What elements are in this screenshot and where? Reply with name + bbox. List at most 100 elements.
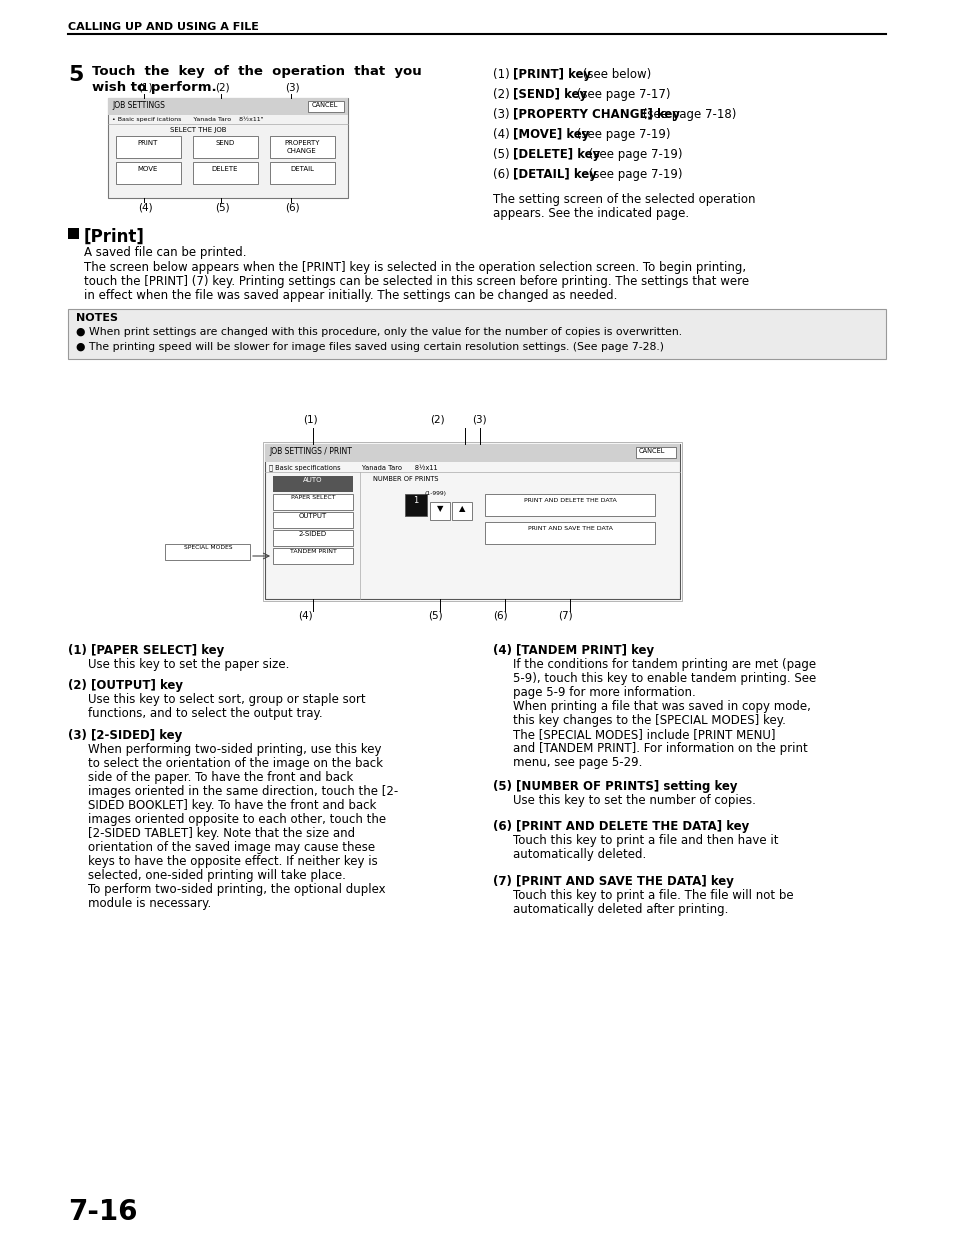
Text: 5: 5	[68, 65, 83, 85]
Bar	[273, 475, 353, 492]
Text: (4): (4)	[493, 128, 513, 141]
Bar	[484, 494, 655, 516]
Bar	[405, 494, 427, 516]
Text: module is necessary.: module is necessary.	[88, 897, 211, 910]
Text: (see page 7-19): (see page 7-19)	[584, 168, 681, 182]
Text: The [SPECIAL MODES] include [PRINT MENU]: The [SPECIAL MODES] include [PRINT MENU]	[513, 727, 775, 741]
Text: The screen below appears when the [PRINT] key is selected in the operation selec: The screen below appears when the [PRINT…	[84, 261, 745, 274]
Text: To perform two-sided printing, the optional duplex: To perform two-sided printing, the optio…	[88, 883, 385, 897]
Text: The setting screen of the selected operation: The setting screen of the selected opera…	[493, 193, 755, 206]
Text: ● The printing speed will be slower for image files saved using certain resoluti: ● The printing speed will be slower for …	[76, 342, 663, 352]
Text: JOB SETTINGS: JOB SETTINGS	[112, 101, 165, 110]
Text: images oriented in the same direction, touch the [2-: images oriented in the same direction, t…	[88, 785, 397, 798]
Text: automatically deleted after printing.: automatically deleted after printing.	[513, 903, 727, 916]
Text: SEND: SEND	[215, 140, 234, 146]
Text: (1): (1)	[303, 414, 317, 424]
Text: (1-999): (1-999)	[424, 492, 447, 496]
Text: (5): (5)	[493, 781, 516, 793]
Text: SIDED BOOKLET] key. To have the front and back: SIDED BOOKLET] key. To have the front an…	[88, 799, 376, 811]
Text: this key changes to the [SPECIAL MODES] key.: this key changes to the [SPECIAL MODES] …	[513, 714, 785, 727]
Text: [PROPERTY CHANGE] key: [PROPERTY CHANGE] key	[513, 107, 679, 121]
Text: (see page 7-19): (see page 7-19)	[584, 148, 681, 161]
Bar	[193, 136, 257, 158]
Text: OUTPUT: OUTPUT	[298, 513, 327, 519]
Text: (5): (5)	[428, 611, 442, 621]
Text: DETAIL: DETAIL	[290, 165, 314, 172]
Text: Use this key to select sort, group or staple sort: Use this key to select sort, group or st…	[88, 693, 365, 706]
Bar	[68, 228, 79, 240]
Text: (2): (2)	[68, 679, 91, 692]
Text: [2-SIDED] key: [2-SIDED] key	[91, 729, 182, 742]
Bar	[265, 445, 679, 462]
Text: automatically deleted.: automatically deleted.	[513, 848, 645, 861]
Bar	[273, 548, 353, 564]
Text: MOVE: MOVE	[137, 165, 158, 172]
Text: (3): (3)	[472, 414, 486, 424]
Text: [MOVE] key: [MOVE] key	[513, 128, 589, 141]
Bar	[273, 494, 353, 510]
Text: SELECT THE JOB: SELECT THE JOB	[170, 127, 226, 133]
Text: [PRINT AND DELETE THE DATA] key: [PRINT AND DELETE THE DATA] key	[516, 820, 749, 832]
Text: 2-SIDED: 2-SIDED	[298, 531, 327, 537]
Text: [Print]: [Print]	[84, 228, 145, 246]
Text: ● When print settings are changed with this procedure, only the value for the nu: ● When print settings are changed with t…	[76, 327, 681, 337]
Text: PRINT AND DELETE THE DATA: PRINT AND DELETE THE DATA	[523, 498, 616, 503]
Text: Use this key to set the paper size.: Use this key to set the paper size.	[88, 658, 289, 671]
Text: [2-SIDED TABLET] key. Note that the size and: [2-SIDED TABLET] key. Note that the size…	[88, 827, 355, 840]
Text: Touch this key to print a file. The file will not be: Touch this key to print a file. The file…	[513, 889, 793, 902]
Text: (1): (1)	[493, 68, 513, 82]
Bar	[270, 162, 335, 184]
Text: JOB SETTINGS / PRINT: JOB SETTINGS / PRINT	[269, 447, 352, 456]
Text: (7): (7)	[493, 876, 516, 888]
Text: [PRINT] key: [PRINT] key	[513, 68, 591, 82]
Text: PRINT AND SAVE THE DATA: PRINT AND SAVE THE DATA	[527, 526, 612, 531]
Bar	[68, 309, 885, 359]
Text: menu, see page 5-29.: menu, see page 5-29.	[513, 756, 641, 769]
Text: in effect when the file was saved appear initially. The settings can be changed : in effect when the file was saved appear…	[84, 289, 617, 303]
Text: to select the orientation of the image on the back: to select the orientation of the image o…	[88, 757, 382, 769]
Text: page 5-9 for more information.: page 5-9 for more information.	[513, 685, 695, 699]
Text: CHANGE: CHANGE	[287, 148, 316, 154]
Text: NUMBER OF PRINTS: NUMBER OF PRINTS	[373, 475, 438, 482]
Text: (5): (5)	[214, 203, 230, 212]
Text: (4): (4)	[138, 203, 152, 212]
Text: Touch this key to print a file and then have it: Touch this key to print a file and then …	[513, 834, 778, 847]
Text: (7): (7)	[558, 611, 572, 621]
Text: (5): (5)	[493, 148, 513, 161]
Text: [DETAIL] key: [DETAIL] key	[513, 168, 597, 182]
Bar	[636, 447, 676, 458]
Text: functions, and to select the output tray.: functions, and to select the output tray…	[88, 706, 322, 720]
Text: touch the [PRINT] (7) key. Printing settings can be selected in this screen befo: touch the [PRINT] (7) key. Printing sett…	[84, 275, 748, 288]
Text: (6): (6)	[493, 611, 507, 621]
Text: CALLING UP AND USING A FILE: CALLING UP AND USING A FILE	[68, 22, 258, 32]
Text: AUTO: AUTO	[303, 477, 322, 483]
Text: When performing two-sided printing, use this key: When performing two-sided printing, use …	[88, 743, 381, 756]
Text: selected, one-sided printing will take place.: selected, one-sided printing will take p…	[88, 869, 346, 882]
Text: (3): (3)	[68, 729, 91, 742]
Text: [TANDEM PRINT] key: [TANDEM PRINT] key	[516, 643, 654, 657]
Text: [PAPER SELECT] key: [PAPER SELECT] key	[91, 643, 224, 657]
Text: NOTES: NOTES	[76, 312, 118, 324]
Text: wish to perform.: wish to perform.	[91, 82, 216, 94]
Text: (2): (2)	[430, 414, 444, 424]
Text: [DELETE] key: [DELETE] key	[513, 148, 599, 161]
Bar	[108, 98, 348, 115]
Bar	[484, 522, 655, 543]
Bar	[273, 513, 353, 529]
Text: TANDEM PRINT: TANDEM PRINT	[290, 550, 336, 555]
Bar	[263, 442, 681, 601]
Bar	[193, 162, 257, 184]
Text: (2): (2)	[493, 88, 513, 101]
Bar	[273, 530, 353, 546]
Bar	[265, 445, 679, 599]
Text: (see below): (see below)	[578, 68, 651, 82]
Text: images oriented opposite to each other, touch the: images oriented opposite to each other, …	[88, 813, 386, 826]
Text: SPECIAL MODES: SPECIAL MODES	[184, 545, 232, 550]
Text: Touch  the  key  of  the  operation  that  you: Touch the key of the operation that you	[91, 65, 421, 78]
Text: keys to have the opposite effect. If neither key is: keys to have the opposite effect. If nei…	[88, 855, 377, 868]
Bar	[116, 136, 181, 158]
Text: When printing a file that was saved in copy mode,: When printing a file that was saved in c…	[513, 700, 810, 713]
Text: PRINT: PRINT	[137, 140, 158, 146]
Text: (3): (3)	[493, 107, 513, 121]
Text: 7-16: 7-16	[68, 1198, 137, 1226]
